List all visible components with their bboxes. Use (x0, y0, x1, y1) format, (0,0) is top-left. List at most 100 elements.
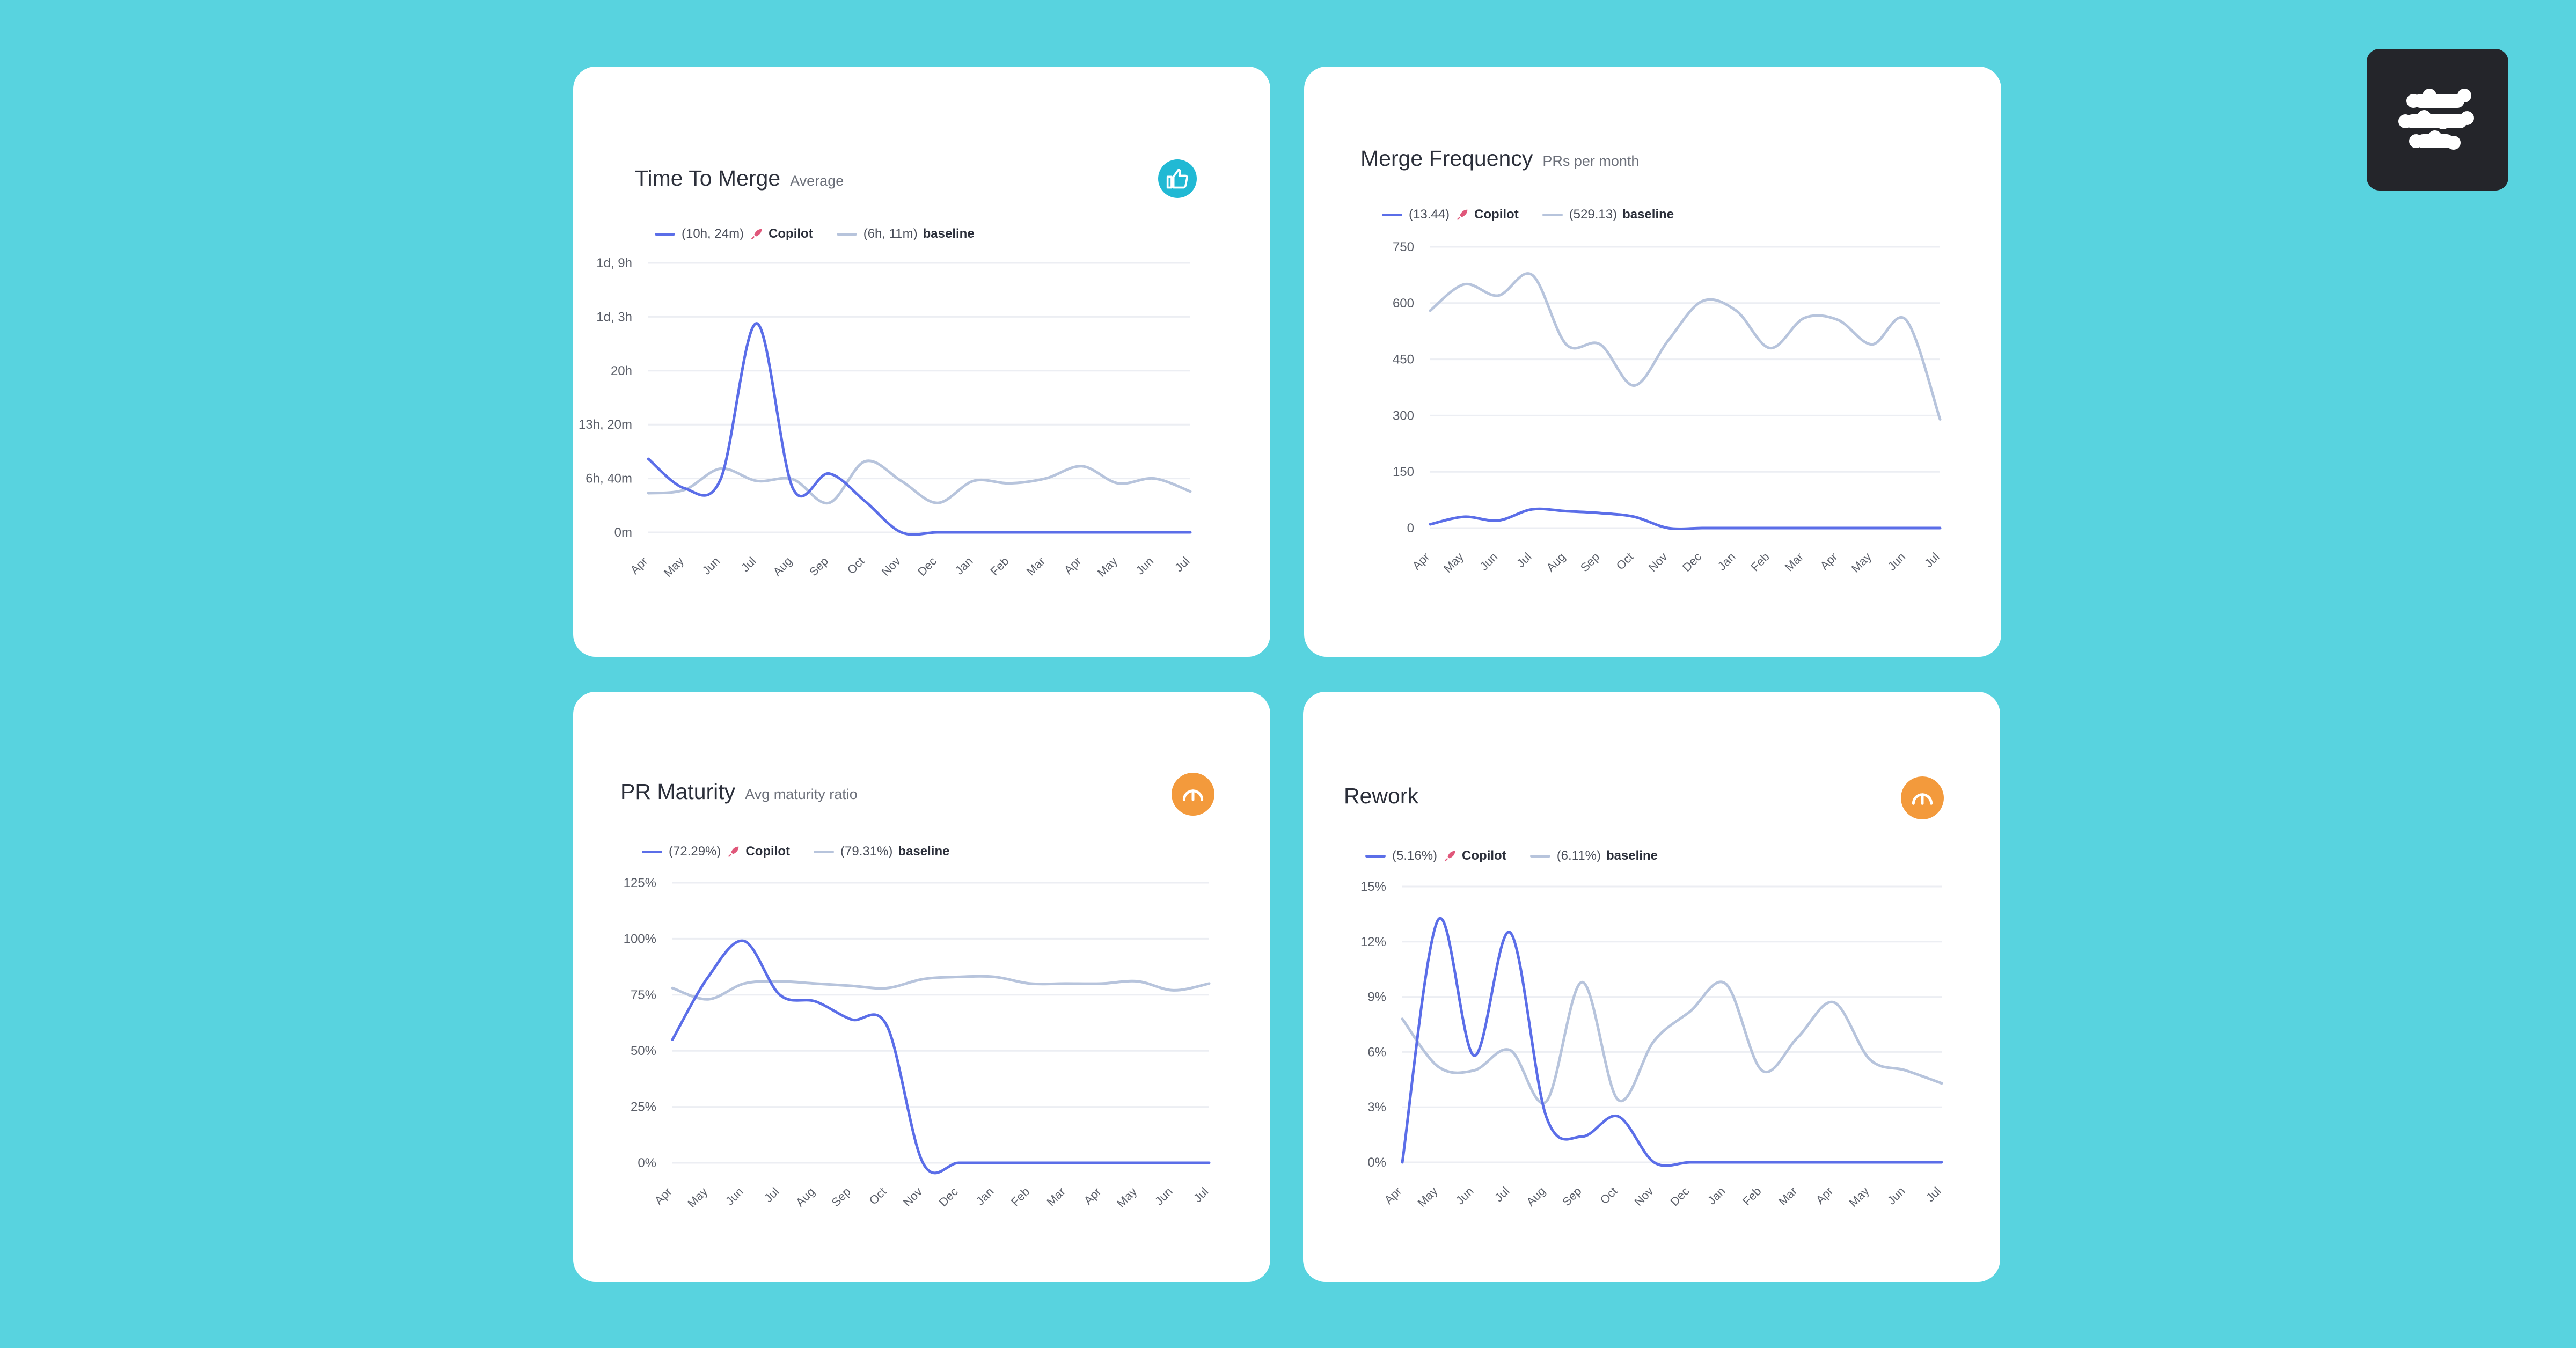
y-tick-label: 3% (1367, 1100, 1386, 1115)
series-line-baseline (671, 975, 1211, 1001)
legend-swatch (1529, 854, 1550, 858)
series-line-baseline (647, 459, 1192, 505)
merge-frequency-chart: 0 150 300 450 600 750 Apr May Jun Jul Aug Sep Oct Nov… (1393, 240, 1942, 575)
rocket-icon (751, 229, 762, 240)
x-tick-label: Nov (1646, 550, 1670, 574)
y-tick-label: 20h (611, 364, 632, 378)
x-tick-label: Feb (1748, 550, 1772, 574)
card-title: PR Maturity (620, 779, 736, 804)
x-tick-label: Jul (1514, 550, 1534, 570)
speedometer-icon (1182, 789, 1204, 801)
y-tick-label: 600 (1393, 296, 1414, 311)
rocket-icon (728, 846, 739, 858)
x-tick-label: Jun (1885, 550, 1908, 573)
pr-maturity-card: 0% 25% 50% 75% 100% 125% Apr May Jun Jul Aug Sep Oct… (573, 692, 1270, 1282)
x-tick-label: Aug (1544, 550, 1568, 574)
legend-item-copilot: (5.16%) Copilot (1365, 848, 1506, 863)
x-tick-label: Jun (1133, 554, 1156, 577)
chart-legend: (10h, 24m) Copilot (6h, 11m) baseline (655, 226, 998, 241)
legend-swatch (642, 850, 662, 853)
y-tick-label: 0m (614, 525, 632, 540)
y-tick-label: 6% (1367, 1045, 1386, 1059)
legend-label: Copilot (1462, 848, 1506, 863)
y-tick-label: 13h, 20m (579, 417, 632, 432)
series-line-copilot (1429, 507, 1942, 531)
legend-label: Copilot (1474, 207, 1519, 222)
y-tick-label: 50% (631, 1044, 656, 1058)
x-tick-label: Apr (1818, 550, 1840, 573)
x-tick-label: May (1114, 1185, 1139, 1210)
x-tick-label: Dec (1667, 1184, 1692, 1208)
status-badge (1172, 773, 1214, 816)
card-header: PR Maturity Avg maturity ratio (620, 779, 858, 804)
card-header: Time To Merge Average (635, 166, 844, 191)
card-header: Merge Frequency PRs per month (1360, 146, 1639, 171)
x-tick-label: Feb (1740, 1184, 1763, 1208)
legend-item-copilot: (10h, 24m) Copilot (655, 226, 813, 241)
legend-value: (79.31%) (840, 844, 893, 859)
x-tick-label: Sep (1560, 1184, 1584, 1208)
x-tick-label: Sep (1578, 550, 1602, 574)
x-tick-label: Jul (1191, 1185, 1211, 1205)
y-tick-label: 150 (1393, 465, 1414, 479)
legend-label: Copilot (745, 844, 791, 859)
y-tick-label: 6h, 40m (586, 472, 632, 486)
x-tick-label: Jun (1152, 1185, 1175, 1208)
x-tick-label: Jul (1922, 550, 1942, 570)
legend-label: Copilot (769, 226, 813, 241)
legend-label: baseline (1622, 207, 1674, 222)
x-tick-label: Mar (1044, 1185, 1067, 1208)
x-tick-label: Dec (915, 554, 939, 578)
legend-value: (13.44) (1409, 207, 1450, 222)
x-tick-label: Mar (1024, 554, 1048, 578)
x-tick-label: Apr (1062, 554, 1084, 577)
x-tick-label: Jul (1492, 1184, 1512, 1205)
x-tick-label: Oct (1598, 1184, 1620, 1207)
x-tick-label: Jan (1705, 1184, 1728, 1207)
series-line-baseline (1429, 272, 1942, 421)
rocket-icon (1444, 851, 1455, 862)
x-tick-label: Jun (699, 554, 722, 577)
legend-label: baseline (1606, 848, 1658, 863)
x-tick-label: Sep (807, 554, 831, 578)
x-tick-label: Jun (1453, 1184, 1476, 1207)
x-tick-label: Jan (974, 1185, 997, 1208)
thumbs-up-icon (1166, 169, 1188, 189)
y-tick-label: 100% (624, 932, 656, 946)
legend-item-baseline: (6h, 11m) baseline (836, 226, 975, 241)
x-tick-label: Aug (1524, 1184, 1548, 1208)
x-tick-label: Apr (1382, 1184, 1404, 1207)
y-tick-label: 25% (631, 1100, 656, 1115)
x-tick-label: Nov (1631, 1184, 1656, 1208)
merge-frequency-card: 0 150 300 450 600 750 Apr May Jun Jul Aug Sep Oct Nov… (1304, 67, 2001, 657)
y-tick-label: 15% (1360, 880, 1386, 894)
rework-chart: 0% 3% 6% 9% 12% 15% Apr May Jun Jul Aug Sep Oct Nov De… (1360, 880, 1944, 1210)
x-tick-label: Aug (771, 554, 795, 578)
speedometer-icon (1912, 793, 1933, 805)
x-tick-label: Mar (1776, 1184, 1799, 1208)
x-tick-label: Feb (987, 554, 1011, 578)
rocket-icon (1457, 209, 1468, 221)
legend-label: baseline (923, 226, 975, 241)
x-tick-label: May (1849, 550, 1874, 575)
legend-value: (5.16%) (1392, 848, 1438, 863)
x-tick-label: Apr (1813, 1184, 1836, 1207)
legend-swatch (836, 232, 857, 236)
x-tick-label: Feb (1008, 1185, 1032, 1208)
series-line-copilot (647, 322, 1192, 536)
y-tick-label: 125% (624, 876, 656, 890)
x-tick-label: Jun (1477, 550, 1500, 573)
legend-item-baseline: (6.11%) baseline (1529, 848, 1658, 863)
x-tick-label: Jul (738, 554, 759, 575)
x-tick-label: Jan (1715, 550, 1738, 573)
x-tick-label: Oct (867, 1185, 889, 1207)
card-subtitle: Average (790, 173, 844, 189)
card-subtitle: PRs per month (1542, 153, 1640, 169)
card-title: Rework (1344, 783, 1418, 808)
x-tick-label: May (1441, 550, 1466, 575)
time-to-merge-chart: 0m 6h, 40m 13h, 20m 20h 1d, 3h 1d, 9h Apr May Ju… (579, 256, 1192, 580)
y-tick-label: 0 (1407, 521, 1414, 536)
status-badge (1158, 159, 1197, 198)
x-tick-label: Jun (723, 1185, 746, 1208)
status-badge (1901, 776, 1944, 819)
